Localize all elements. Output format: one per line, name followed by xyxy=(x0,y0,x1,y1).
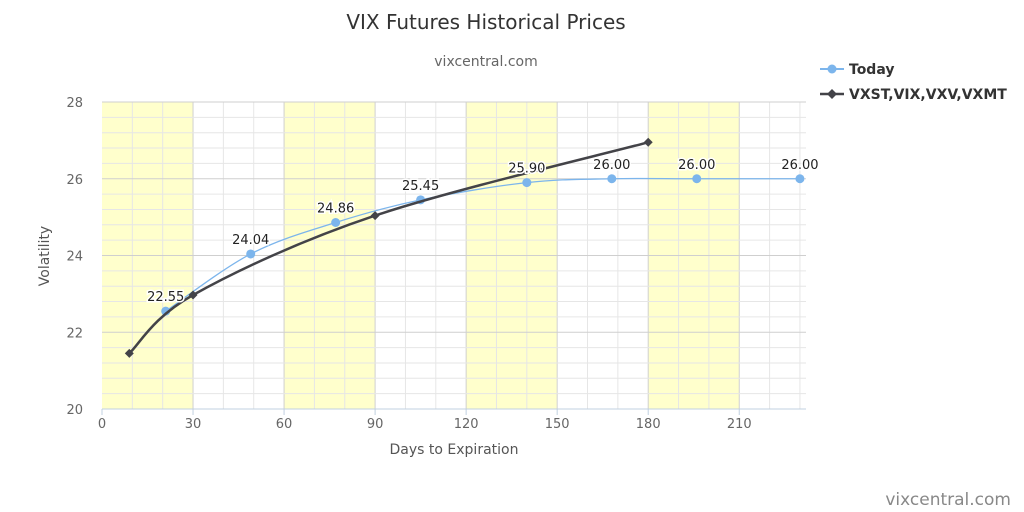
legend-label-vxst: VXST,VIX,VXV,VXMT xyxy=(849,87,1007,103)
data-label-0-2: 24.86 xyxy=(317,201,354,216)
x-tick-label-7: 210 xyxy=(727,417,752,432)
point-1-2 xyxy=(370,211,380,221)
y-tick-label-1: 22 xyxy=(66,326,83,341)
data-label-0-4: 25.90 xyxy=(508,162,545,177)
y-axis-title: Volatility xyxy=(37,226,53,286)
point-0-1 xyxy=(246,249,256,259)
data-label-0-1: 24.04 xyxy=(232,233,269,248)
x-tick-label-6: 180 xyxy=(636,417,661,432)
chart-subtitle: vixcentral.com xyxy=(434,54,537,70)
x-tick-label-2: 60 xyxy=(276,417,293,432)
series-layer xyxy=(124,137,805,358)
point-0-6 xyxy=(692,174,702,184)
series-line-0 xyxy=(165,177,800,312)
point-0-5 xyxy=(607,174,617,184)
chart-title: VIX Futures Historical Prices xyxy=(346,10,625,34)
y-tick-label-2: 24 xyxy=(66,250,83,265)
point-1-1 xyxy=(188,290,198,300)
data-label-0-0: 22.55 xyxy=(147,290,184,305)
data-label-0-3: 25.45 xyxy=(402,179,439,194)
legend: Today VXST,VIX,VXV,VXMT xyxy=(820,62,1007,103)
point-1-3 xyxy=(643,137,653,147)
legend-marker-today xyxy=(827,64,837,74)
x-tick-label-3: 90 xyxy=(367,417,384,432)
y-tick-label-4: 28 xyxy=(66,96,83,111)
legend-marker-vxst xyxy=(827,89,837,99)
data-label-0-6: 26.00 xyxy=(678,158,715,173)
data-label-0-5: 26.00 xyxy=(593,158,630,173)
data-label-0-7: 26.00 xyxy=(781,158,818,173)
legend-item-vxst[interactable]: VXST,VIX,VXV,VXMT xyxy=(820,87,1007,103)
legend-item-today[interactable]: Today xyxy=(820,62,894,78)
y-tick-label-3: 26 xyxy=(66,173,83,188)
grid-lines xyxy=(102,101,806,410)
data-labels: 22.55 24.04 24.86 25.45 25.90 26.00 26.00 26.00 xyxy=(146,156,820,306)
credit-text[interactable]: vixcentral.com xyxy=(885,490,1011,510)
x-axis-title: Days to Expiration xyxy=(390,442,519,458)
point-0-4 xyxy=(522,178,532,188)
x-tick-label-1: 30 xyxy=(185,417,202,432)
point-0-2 xyxy=(331,217,341,227)
point-0-7 xyxy=(795,174,805,184)
legend-label-today: Today xyxy=(849,62,894,78)
x-tick-label-4: 120 xyxy=(454,417,479,432)
y-tick-label-0: 20 xyxy=(66,403,83,418)
axes: 0 30 60 90 120 150 180 210 20 22 24 26 28 xyxy=(66,96,806,432)
x-tick-label-0: 0 xyxy=(98,417,106,432)
series-line-1 xyxy=(128,141,649,355)
point-1-0 xyxy=(124,348,134,358)
x-tick-label-5: 150 xyxy=(545,417,570,432)
